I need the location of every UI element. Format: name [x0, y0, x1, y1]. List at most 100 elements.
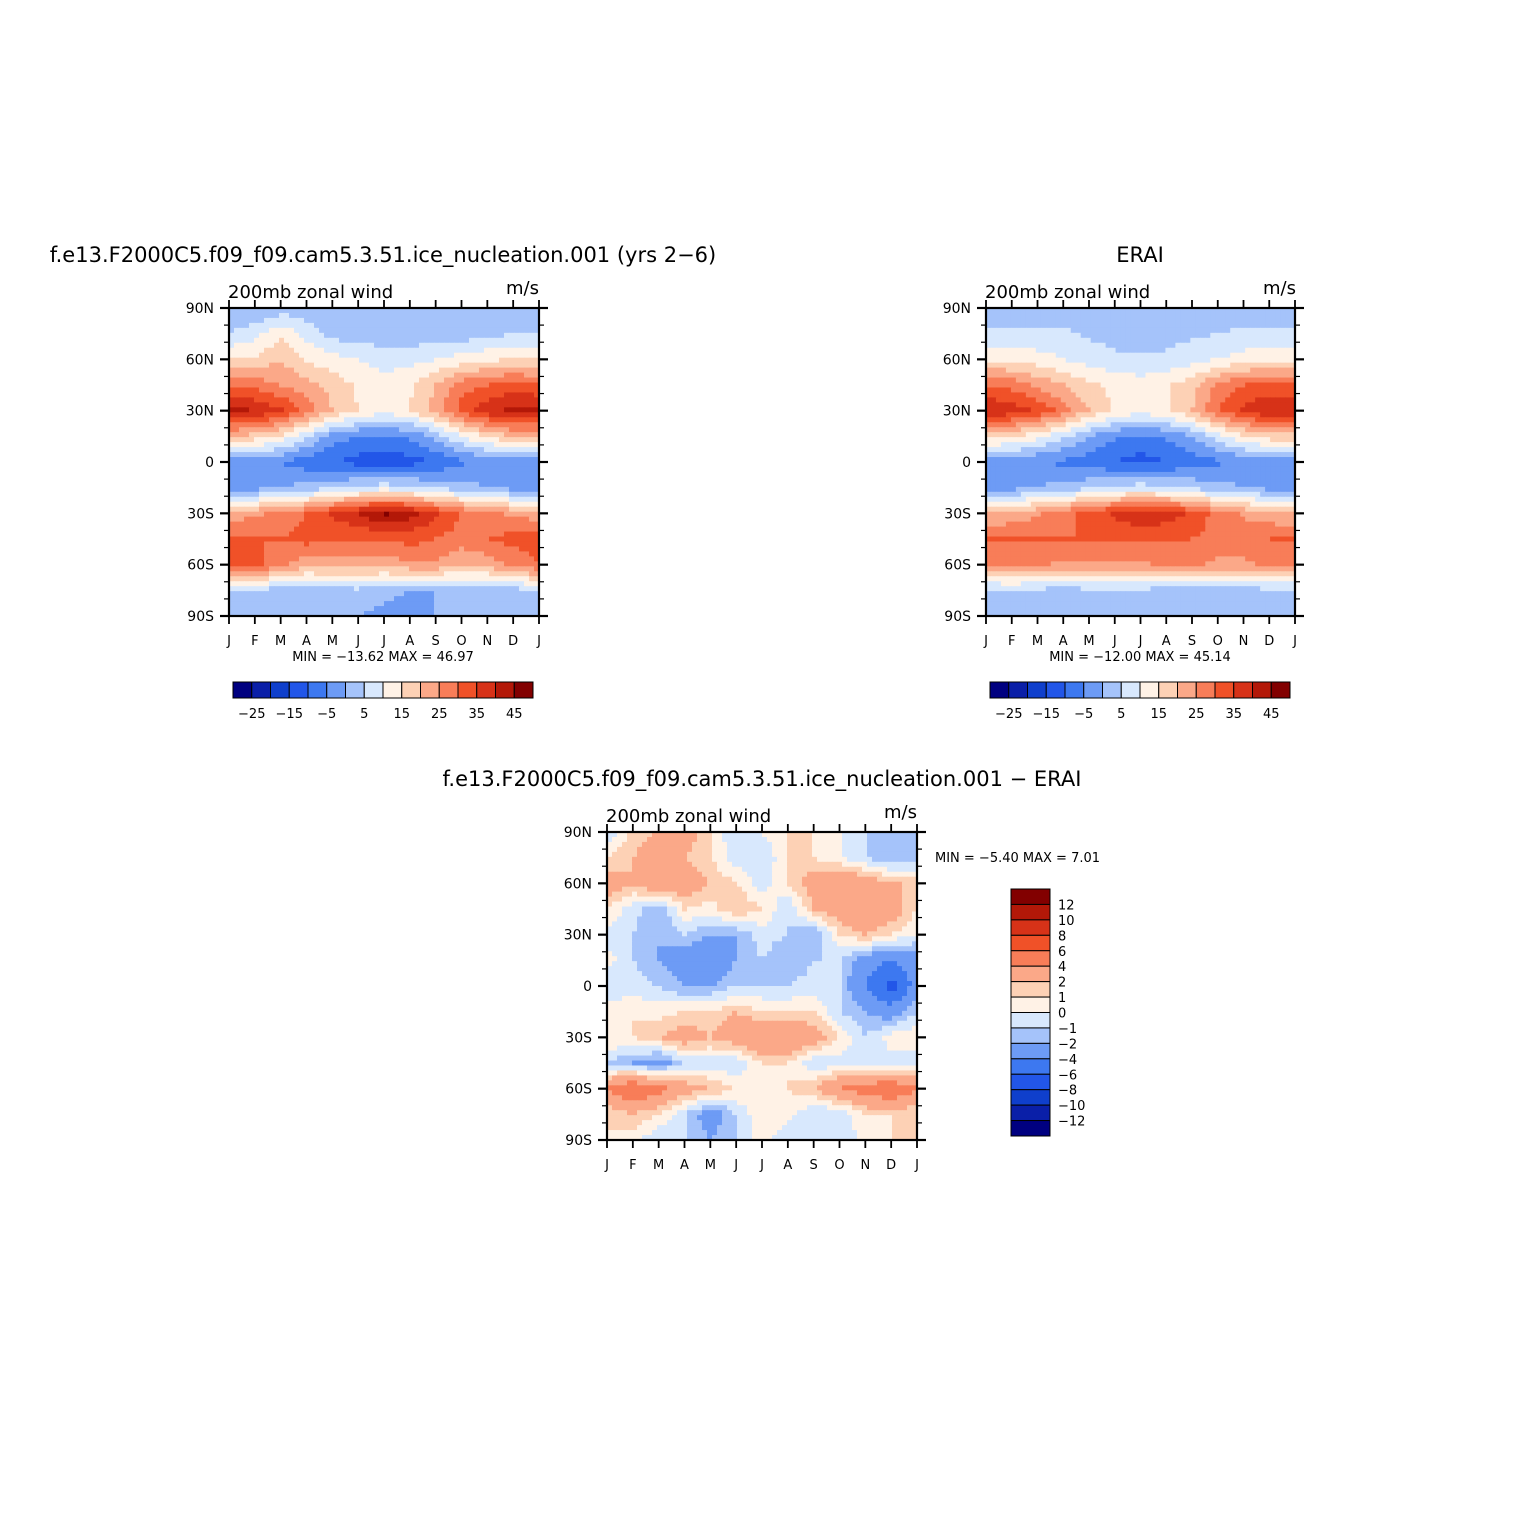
obs-cell [1050, 382, 1057, 389]
model-cell [479, 332, 485, 339]
model-cell [529, 501, 535, 508]
obs-cell [1265, 347, 1271, 354]
model-cell [289, 342, 295, 349]
model-cell [474, 476, 480, 483]
model-cell [229, 397, 235, 403]
model-cell [444, 576, 450, 582]
obs-cell [1185, 317, 1191, 324]
model-cell [449, 601, 455, 607]
obs-cell [1185, 377, 1191, 384]
obs-cell [1040, 362, 1047, 369]
model-cell [359, 392, 365, 399]
model-cell [489, 407, 495, 413]
model-cell [229, 422, 235, 428]
obs-cell [1260, 308, 1266, 314]
obs-cell [1240, 377, 1246, 384]
model-cell [229, 561, 235, 567]
obs-cell [990, 382, 997, 389]
model-cell [249, 442, 255, 448]
model-cell [534, 372, 539, 379]
model-cell [499, 611, 505, 616]
obs-cell [1095, 362, 1102, 369]
obs-cell [1065, 327, 1072, 334]
model-cell [499, 442, 505, 448]
obs-cell [1275, 367, 1281, 374]
model-cell [369, 387, 375, 394]
model-cell [274, 342, 280, 349]
model-cell [409, 457, 415, 463]
model-cell [269, 546, 275, 553]
model-y-tick-label: 30S [187, 506, 214, 522]
model-cell [484, 596, 490, 602]
model-cell [514, 452, 520, 458]
model-cell [259, 422, 265, 428]
model-cell [329, 536, 335, 543]
obs-cell [1280, 372, 1286, 379]
model-cell [519, 377, 525, 384]
model-cell [489, 561, 495, 567]
model-cell [359, 372, 365, 379]
model-cell [234, 496, 240, 503]
model-cell [444, 432, 450, 438]
obs-cell [990, 387, 997, 394]
model-cell [524, 476, 530, 483]
model-cell [374, 377, 380, 384]
model-cell [489, 308, 495, 314]
model-cell [234, 437, 240, 443]
model-cell [419, 327, 425, 334]
obs-cell [1175, 342, 1181, 349]
model-cell [394, 332, 400, 339]
model-cell [524, 347, 530, 354]
model-cell [304, 601, 310, 607]
model-cell [479, 422, 485, 428]
obs-cell [1265, 322, 1271, 329]
model-cell [534, 432, 539, 438]
model-cell [374, 516, 380, 523]
model-cell [454, 402, 460, 408]
model-cell [254, 357, 260, 364]
model-cell [469, 447, 475, 453]
obs-cell [1225, 367, 1231, 374]
obs-cell [1190, 372, 1196, 379]
model-cell [504, 427, 510, 433]
model-cell [339, 611, 345, 616]
model-cell [504, 581, 510, 587]
model-cell [474, 308, 480, 314]
model-cell [304, 452, 310, 458]
model-cell [319, 382, 325, 389]
obs-cell [1275, 337, 1281, 344]
model-cell [344, 466, 350, 473]
model-cell [299, 586, 305, 592]
model-cell [349, 342, 355, 349]
model-cell [264, 422, 270, 428]
model-cell [324, 511, 330, 518]
model-cell [379, 372, 385, 379]
model-cell [319, 541, 325, 548]
obs-cell [1090, 317, 1097, 324]
obs-cell [1195, 367, 1201, 374]
model-cell [454, 382, 460, 389]
obs-cell [1250, 342, 1256, 349]
model-cell [499, 576, 505, 582]
obs-cell [1160, 342, 1167, 349]
obs-cell [1285, 322, 1291, 329]
model-cell [324, 452, 330, 458]
obs-cell [1185, 362, 1191, 369]
model-cell [299, 541, 305, 548]
model-cell [234, 317, 240, 324]
obs-cell [1105, 372, 1112, 379]
model-cell [259, 601, 265, 607]
model-cell [524, 481, 530, 488]
model-cell [389, 521, 395, 528]
model-cell [254, 352, 260, 359]
model-cell [524, 596, 530, 602]
obs-cell [1260, 342, 1266, 349]
model-cell [454, 352, 460, 359]
model-cell [319, 437, 325, 443]
model-cell [309, 337, 315, 344]
obs-cell [1140, 332, 1147, 339]
model-cell [519, 581, 525, 587]
model-cell [509, 412, 515, 418]
model-cell [254, 462, 260, 468]
obs-cell [1180, 382, 1186, 389]
